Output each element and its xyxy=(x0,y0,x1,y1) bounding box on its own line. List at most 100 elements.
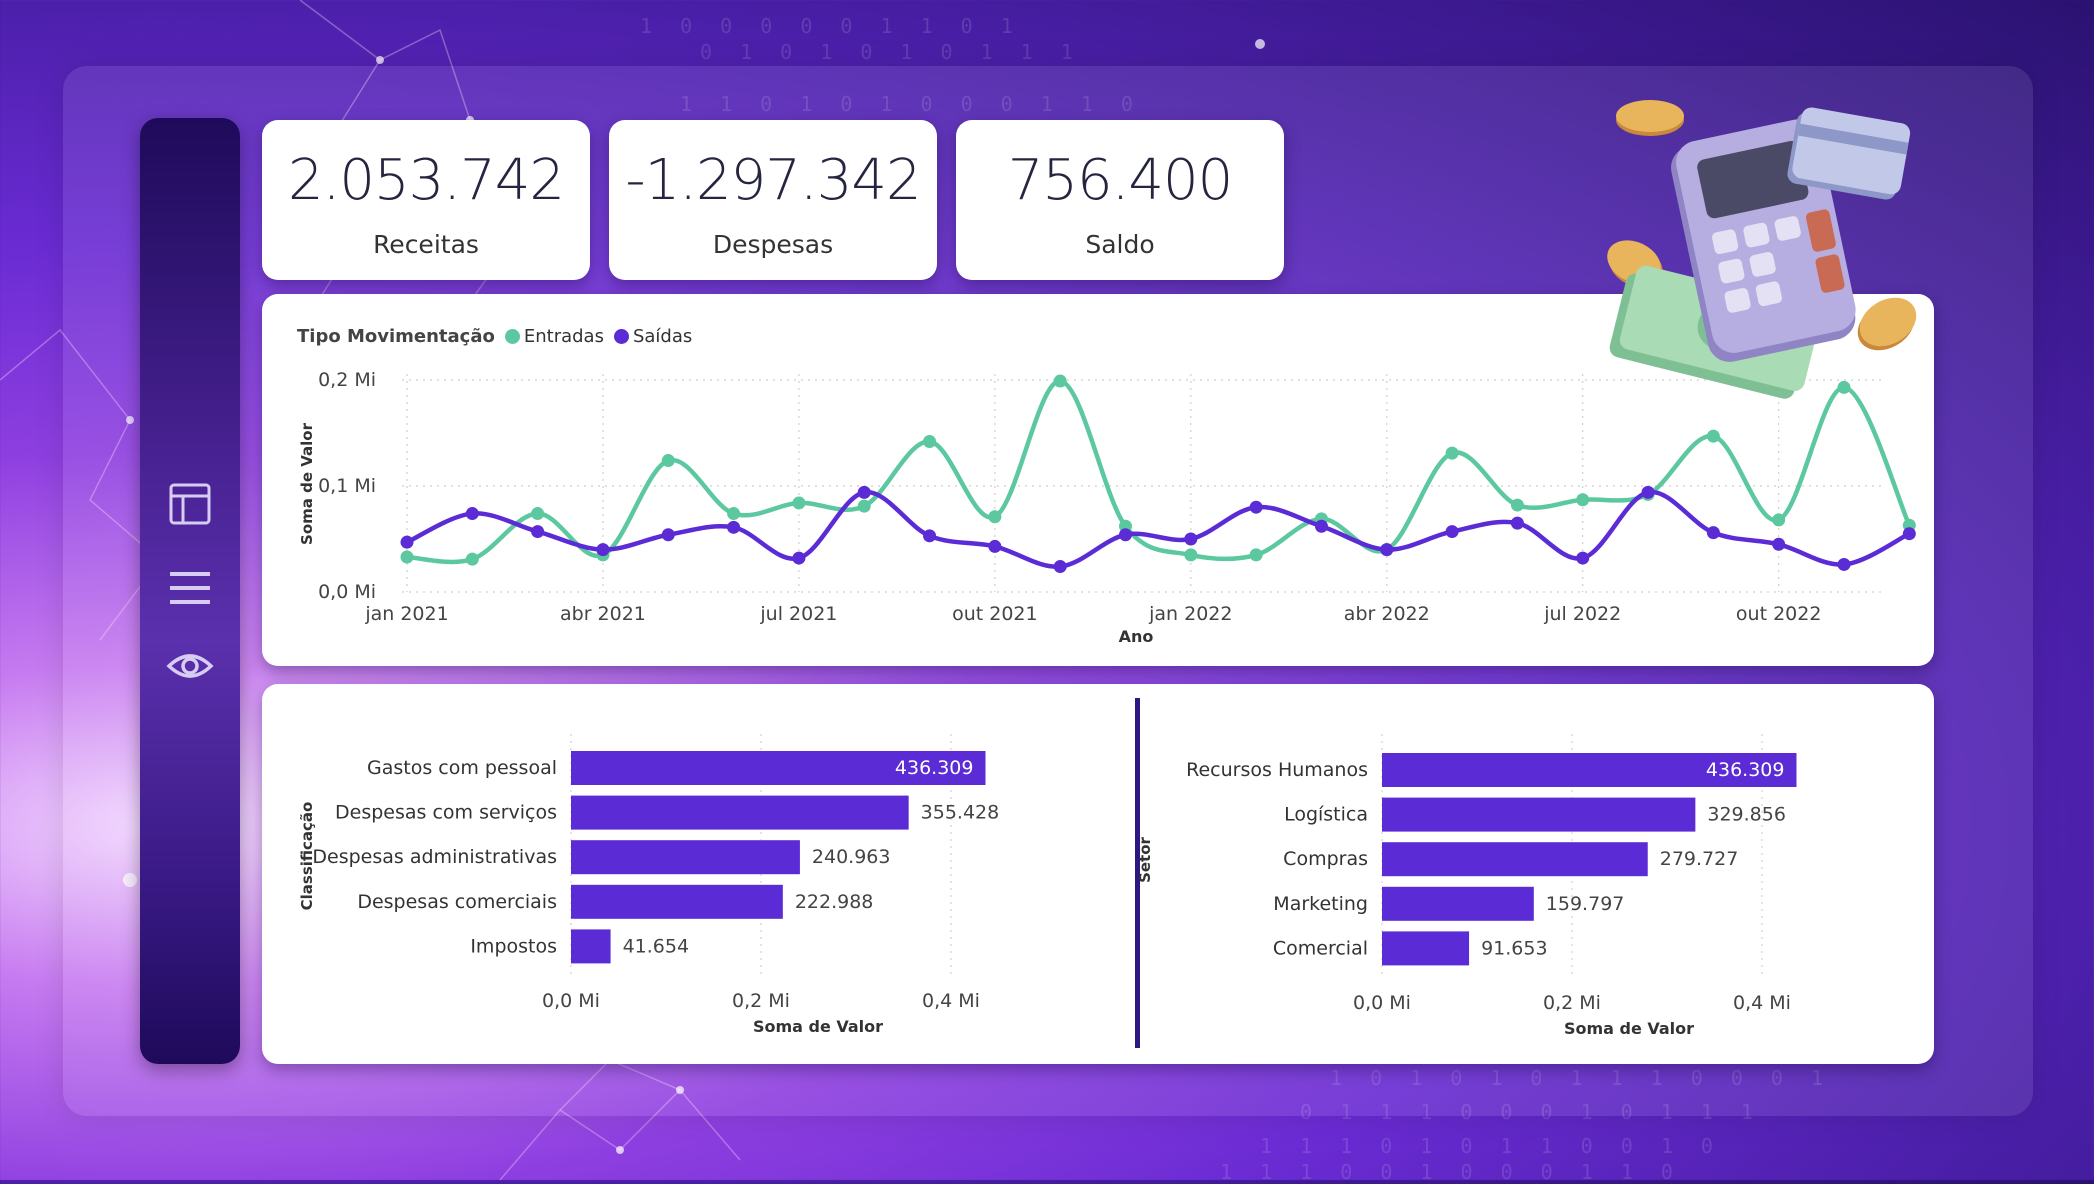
chart-legend: Tipo Movimentação Entradas Saídas xyxy=(297,326,692,347)
x-tick-label: 0,2 Mi xyxy=(732,990,790,1012)
kpi-value: 756.400 xyxy=(1007,148,1234,213)
data-point xyxy=(1772,513,1786,527)
legend-label: Saídas xyxy=(632,326,693,347)
background-digits: 0 1 1 1 0 0 0 1 0 1 1 1 xyxy=(1300,1100,1761,1124)
kpi-value: 2.053.742 xyxy=(287,148,565,213)
y-axis-title: Classificação xyxy=(298,802,316,911)
x-tick-label: 0,4 Mi xyxy=(922,990,980,1012)
panel-divider xyxy=(1135,698,1140,1048)
data-point xyxy=(1249,500,1263,514)
data-point xyxy=(465,507,479,521)
category-label: Gastos com pessoal xyxy=(367,757,557,779)
y-axis-title: Soma de Valor xyxy=(298,422,316,545)
data-point xyxy=(1576,551,1590,565)
y-axis-title: Setor xyxy=(1136,836,1154,882)
category-label: Recursos Humanos xyxy=(1186,759,1368,781)
data-point xyxy=(988,539,1002,553)
eye-icon[interactable] xyxy=(166,642,214,690)
kpi-card-despesas: -1.297.342 Despesas xyxy=(609,120,937,280)
data-point xyxy=(792,551,806,565)
data-label: 159.797 xyxy=(1546,893,1625,915)
calculator-coins-money-icon xyxy=(1607,100,1917,399)
legend-item-entradas[interactable]: Entradas xyxy=(504,326,604,347)
x-tick-label: jan 2021 xyxy=(364,603,448,625)
data-label: 240.963 xyxy=(812,846,891,868)
bar xyxy=(571,751,986,785)
category-label: Compras xyxy=(1283,848,1368,870)
data-point xyxy=(1772,537,1786,551)
x-tick-label: 0,4 Mi xyxy=(1733,992,1791,1014)
data-point xyxy=(1706,429,1720,443)
x-tick-label: 0,2 Mi xyxy=(1543,992,1601,1014)
data-point xyxy=(1641,485,1655,499)
data-point xyxy=(400,550,414,564)
x-tick-label: out 2022 xyxy=(1736,603,1822,625)
x-tick-label: jul 2022 xyxy=(1543,603,1621,625)
data-point xyxy=(661,528,675,542)
data-point xyxy=(661,454,675,468)
legend-label: Entradas xyxy=(523,326,604,347)
category-label: Impostos xyxy=(470,935,557,957)
data-label: 279.727 xyxy=(1660,848,1739,870)
bar xyxy=(571,929,611,964)
legend-item-saidas[interactable]: Saídas xyxy=(613,326,693,347)
data-point xyxy=(1380,543,1394,557)
data-label: 41.654 xyxy=(623,935,689,957)
data-point xyxy=(1053,374,1067,388)
background-digits: 0 1 0 1 0 1 0 1 1 1 xyxy=(700,40,1081,64)
kpi-label: Receitas xyxy=(373,230,479,259)
bar xyxy=(1382,931,1470,966)
x-axis-title: Soma de Valor xyxy=(1564,1019,1694,1038)
x-tick-label: out 2021 xyxy=(952,603,1038,625)
data-point xyxy=(923,529,937,543)
background-digits: 1 0 1 0 1 0 1 1 1 0 0 0 1 xyxy=(1330,1066,1832,1090)
category-label: Despesas comerciais xyxy=(357,891,557,913)
bar xyxy=(1382,753,1797,787)
data-point xyxy=(988,510,1002,524)
x-tick-label: 0,0 Mi xyxy=(542,990,600,1012)
data-point xyxy=(857,499,871,513)
background-digits: 1 1 1 0 1 0 1 1 0 0 1 0 xyxy=(1260,1134,1721,1158)
data-point xyxy=(1184,532,1198,546)
data-point xyxy=(857,485,871,499)
x-axis-title: Soma de Valor xyxy=(753,1017,883,1036)
y-tick-label: 0,1 Mi xyxy=(318,475,376,497)
data-point xyxy=(1184,548,1198,562)
data-point xyxy=(531,507,545,521)
x-tick-label: 0,0 Mi xyxy=(1353,992,1411,1014)
menu-icon[interactable] xyxy=(166,564,214,612)
x-tick-label: jan 2022 xyxy=(1148,603,1232,625)
data-point xyxy=(1576,493,1590,507)
kpi-value: -1.297.342 xyxy=(625,148,921,213)
bar xyxy=(1382,842,1648,877)
y-tick-label: 0,2 Mi xyxy=(318,369,376,391)
category-label: Marketing xyxy=(1273,893,1368,915)
bar xyxy=(571,840,800,875)
category-label: Comercial xyxy=(1273,937,1368,959)
data-point xyxy=(1314,519,1328,533)
kpi-card-saldo: 756.400 Saldo xyxy=(956,120,1284,280)
layout-icon[interactable] xyxy=(166,480,214,528)
kpi-label: Despesas xyxy=(712,230,834,259)
data-label: 436.309 xyxy=(895,757,974,779)
data-point xyxy=(531,525,545,539)
data-label: 222.988 xyxy=(795,891,874,913)
series-line-saidas xyxy=(406,489,1911,569)
sidebar xyxy=(140,118,240,1064)
data-point xyxy=(792,496,806,510)
bar-charts-panel: 0,0 Mi 0,2 Mi 0,4 Mi Gastos com pessoal 436.… xyxy=(262,684,1934,1064)
data-point xyxy=(1445,525,1459,539)
data-point xyxy=(1510,498,1524,512)
bar xyxy=(571,795,909,830)
x-axis-title: Ano xyxy=(1119,627,1154,646)
bar xyxy=(1382,886,1534,921)
line-chart: jan 2021 abr 2021 jul 2021 out 2021 jan 2022… xyxy=(298,369,1916,646)
data-point xyxy=(727,507,741,521)
x-tick-label: jul 2021 xyxy=(759,603,837,625)
data-point xyxy=(1119,528,1132,542)
bar-chart-classificacao: 0,0 Mi 0,2 Mi 0,4 Mi Gastos com pessoal 436.… xyxy=(298,734,999,1036)
data-label: 91.653 xyxy=(1481,937,1547,959)
category-label: Logística xyxy=(1284,804,1368,826)
legend-dot xyxy=(613,329,629,344)
kpi-card-receitas: 2.053.742 Receitas xyxy=(262,120,590,280)
